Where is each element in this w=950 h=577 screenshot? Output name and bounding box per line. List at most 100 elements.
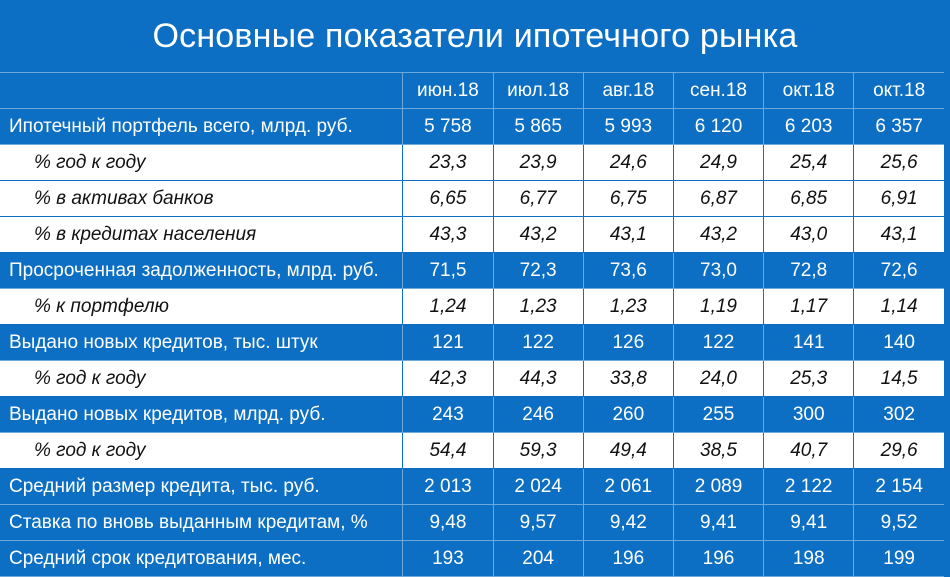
row-label: Выдано новых кредитов, млрд. руб. <box>0 396 404 433</box>
table-body: июн.18 июл.18 авг.18 сен.18 окт.18 окт.1… <box>0 72 944 577</box>
value-cell: 9,41 <box>763 504 855 541</box>
value-cell: 196 <box>673 540 765 577</box>
value-cell: 72,8 <box>763 252 855 289</box>
value-cell: 6,65 <box>402 180 494 217</box>
value-cell: 121 <box>402 324 494 361</box>
value-cell: 6 357 <box>853 108 944 145</box>
value-cell: 38,5 <box>673 432 765 469</box>
table-row: Выдано новых кредитов, тыс. штук 121 122 12… <box>0 324 944 361</box>
column-header: июл.18 <box>493 72 584 109</box>
row-label: % год к году <box>0 144 404 181</box>
value-cell: 5 865 <box>493 108 584 145</box>
table-row: Выдано новых кредитов, млрд. руб. 243 246 2… <box>0 396 944 433</box>
table-row: Средний размер кредита, тыс. руб. 2 013 2 … <box>0 468 944 505</box>
value-cell: 243 <box>402 396 494 433</box>
value-cell: 126 <box>583 324 674 361</box>
value-cell: 1,19 <box>673 288 765 325</box>
value-cell: 6,91 <box>853 180 944 217</box>
value-cell: 2 024 <box>493 468 584 505</box>
value-cell: 9,41 <box>673 504 765 541</box>
value-cell: 5 758 <box>402 108 494 145</box>
value-cell: 122 <box>673 324 765 361</box>
row-label: % год к году <box>0 432 404 469</box>
row-label: % в кредитах населения <box>0 216 404 253</box>
value-cell: 59,3 <box>493 432 584 469</box>
value-cell: 9,52 <box>853 504 944 541</box>
value-cell: 6,85 <box>763 180 855 217</box>
row-label: % в активах банков <box>0 180 404 217</box>
value-cell: 6,87 <box>673 180 765 217</box>
value-cell: 6 203 <box>763 108 855 145</box>
table-header-row: июн.18 июл.18 авг.18 сен.18 окт.18 окт.1… <box>0 72 944 109</box>
column-header: окт.18 <box>853 72 944 109</box>
value-cell: 196 <box>583 540 674 577</box>
value-cell: 2 061 <box>583 468 674 505</box>
header-empty-cell <box>0 72 404 109</box>
column-header: окт.18 <box>763 72 855 109</box>
value-cell: 9,57 <box>493 504 584 541</box>
value-cell: 193 <box>402 540 494 577</box>
value-cell: 43,1 <box>853 216 944 253</box>
value-cell: 141 <box>763 324 855 361</box>
value-cell: 199 <box>853 540 944 577</box>
value-cell: 23,3 <box>402 144 494 181</box>
value-cell: 6,77 <box>493 180 584 217</box>
value-cell: 23,9 <box>493 144 584 181</box>
value-cell: 246 <box>493 396 584 433</box>
page-title: Основные показатели ипотечного рынка <box>152 16 798 55</box>
value-cell: 302 <box>853 396 944 433</box>
value-cell: 5 993 <box>583 108 674 145</box>
value-cell: 24,6 <box>583 144 674 181</box>
value-cell: 25,4 <box>763 144 855 181</box>
row-label: Средний срок кредитования, мес. <box>0 540 404 577</box>
row-label: Ипотечный портфель всего, млрд. руб. <box>0 108 404 145</box>
indicators-table-container: июн.18 июл.18 авг.18 сен.18 окт.18 окт.1… <box>0 72 950 577</box>
row-label: % к портфелю <box>0 288 404 325</box>
table-row: Ипотечный портфель всего, млрд. руб. 5 75… <box>0 108 944 145</box>
value-cell: 24,0 <box>673 360 765 397</box>
row-label: Просроченная задолженность, млрд. руб. <box>0 252 404 289</box>
value-cell: 300 <box>763 396 855 433</box>
table-row-sub: % год к году 42,3 44,3 33,8 24,0 25,3 14,5 <box>0 360 944 397</box>
value-cell: 1,24 <box>402 288 494 325</box>
row-label: Выдано новых кредитов, тыс. штук <box>0 324 404 361</box>
value-cell: 49,4 <box>583 432 674 469</box>
table-row-sub: % год к году 23,3 23,9 24,6 24,9 25,4 25,6 <box>0 144 944 181</box>
value-cell: 1,23 <box>493 288 584 325</box>
value-cell: 9,48 <box>402 504 494 541</box>
value-cell: 25,6 <box>853 144 944 181</box>
value-cell: 43,2 <box>493 216 584 253</box>
value-cell: 43,0 <box>763 216 855 253</box>
value-cell: 260 <box>583 396 674 433</box>
value-cell: 43,1 <box>583 216 674 253</box>
value-cell: 25,3 <box>763 360 855 397</box>
column-header: авг.18 <box>583 72 674 109</box>
value-cell: 29,6 <box>853 432 944 469</box>
value-cell: 2 089 <box>673 468 765 505</box>
value-cell: 43,3 <box>402 216 494 253</box>
table-row: Ставка по вновь выданным кредитам, % 9,48… <box>0 504 944 541</box>
value-cell: 72,6 <box>853 252 944 289</box>
value-cell: 42,3 <box>402 360 494 397</box>
value-cell: 33,8 <box>583 360 674 397</box>
value-cell: 14,5 <box>853 360 944 397</box>
table-row-sub: % в кредитах населения 43,3 43,2 43,1 43,2 43… <box>0 216 944 253</box>
value-cell: 2 013 <box>402 468 494 505</box>
table-row-sub: % к портфелю 1,24 1,23 1,23 1,19 1,17 1,14 <box>0 288 944 325</box>
column-header: сен.18 <box>673 72 765 109</box>
value-cell: 1,17 <box>763 288 855 325</box>
value-cell: 54,4 <box>402 432 494 469</box>
table-row: Средний срок кредитования, мес. 193 204 196… <box>0 540 944 577</box>
value-cell: 71,5 <box>402 252 494 289</box>
value-cell: 140 <box>853 324 944 361</box>
value-cell: 2 122 <box>763 468 855 505</box>
value-cell: 122 <box>493 324 584 361</box>
value-cell: 6,75 <box>583 180 674 217</box>
row-label: Средний размер кредита, тыс. руб. <box>0 468 404 505</box>
value-cell: 73,6 <box>583 252 674 289</box>
value-cell: 204 <box>493 540 584 577</box>
value-cell: 9,42 <box>583 504 674 541</box>
indicators-table: июн.18 июл.18 авг.18 сен.18 окт.18 окт.1… <box>0 72 944 577</box>
value-cell: 44,3 <box>493 360 584 397</box>
value-cell: 72,3 <box>493 252 584 289</box>
